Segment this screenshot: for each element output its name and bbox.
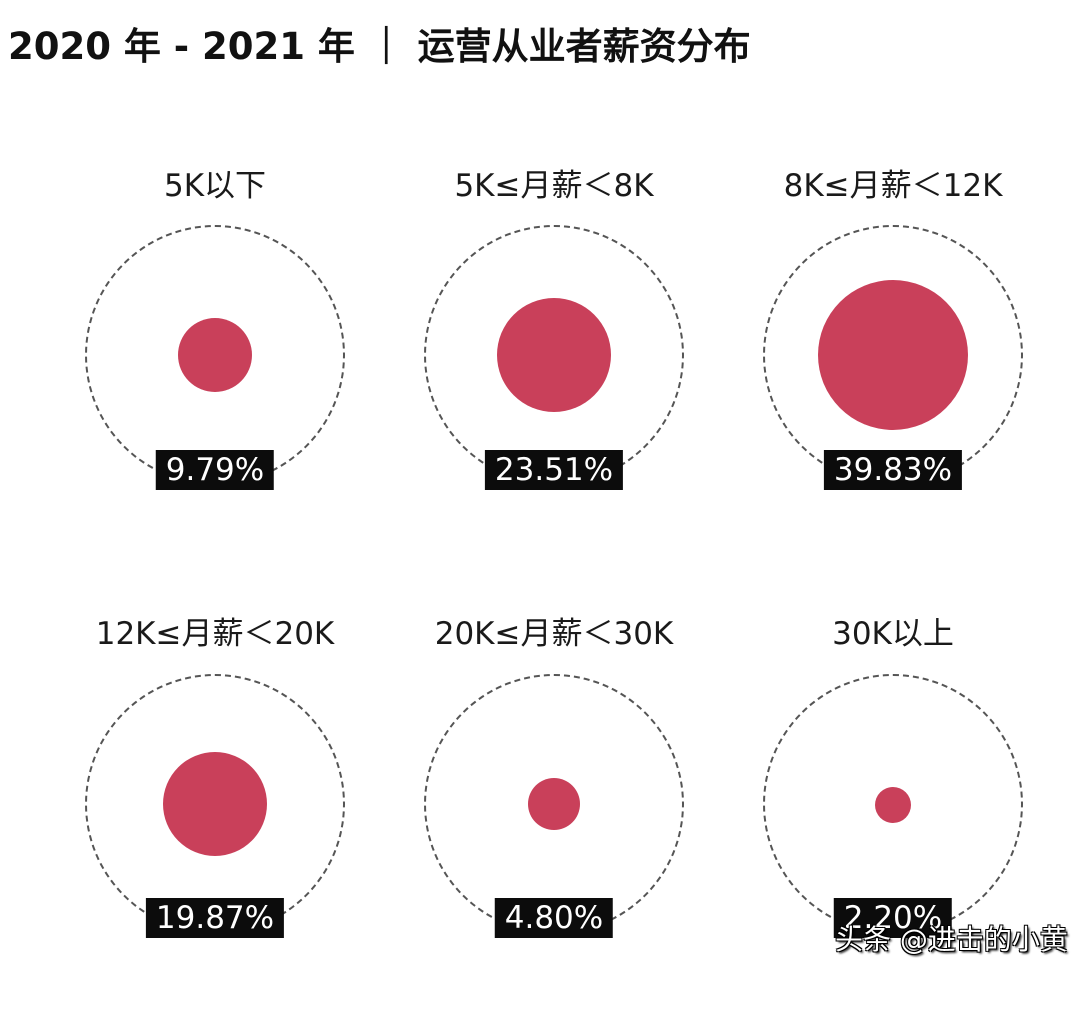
percentage-badge: 19.87%: [145, 898, 285, 938]
chart-title: 2020 年 - 2021 年 ｜ 运营从业者薪资分布: [8, 25, 751, 68]
salary-range-label: 30K以上: [832, 616, 954, 652]
watermark: 头条 @进击的小黄: [835, 923, 1068, 956]
percentage-badge: 9.79%: [155, 450, 275, 490]
percentage-badge: 23.51%: [484, 450, 624, 490]
share-bubble: [875, 787, 911, 823]
salary-range-label: 20K≤月薪＜30K: [434, 616, 674, 652]
share-bubble: [163, 752, 267, 856]
salary-cell-4: 12K≤月薪＜20K 19.87%: [45, 608, 385, 1028]
share-bubble: [528, 778, 580, 830]
salary-range-label: 8K≤月薪＜12K: [783, 168, 1003, 204]
salary-cell-2: 5K≤月薪＜8K 23.51%: [384, 160, 724, 580]
percentage-badge: 2.20%: [833, 898, 953, 938]
salary-cell-6: 30K以上 2.20%: [723, 608, 1063, 1028]
salary-range-label: 5K≤月薪＜8K: [454, 168, 654, 204]
salary-range-label: 12K≤月薪＜20K: [95, 616, 335, 652]
percentage-badge: 39.83%: [823, 450, 963, 490]
share-bubble: [497, 298, 611, 412]
share-bubble: [818, 280, 968, 430]
salary-range-label: 5K以下: [163, 168, 267, 204]
salary-cell-3: 8K≤月薪＜12K 39.83%: [723, 160, 1063, 580]
percentage-badge: 4.80%: [494, 898, 614, 938]
salary-cell-5: 20K≤月薪＜30K 4.80%: [384, 608, 724, 1028]
share-bubble: [178, 318, 252, 392]
salary-cell-1: 5K以下 9.79%: [45, 160, 385, 580]
